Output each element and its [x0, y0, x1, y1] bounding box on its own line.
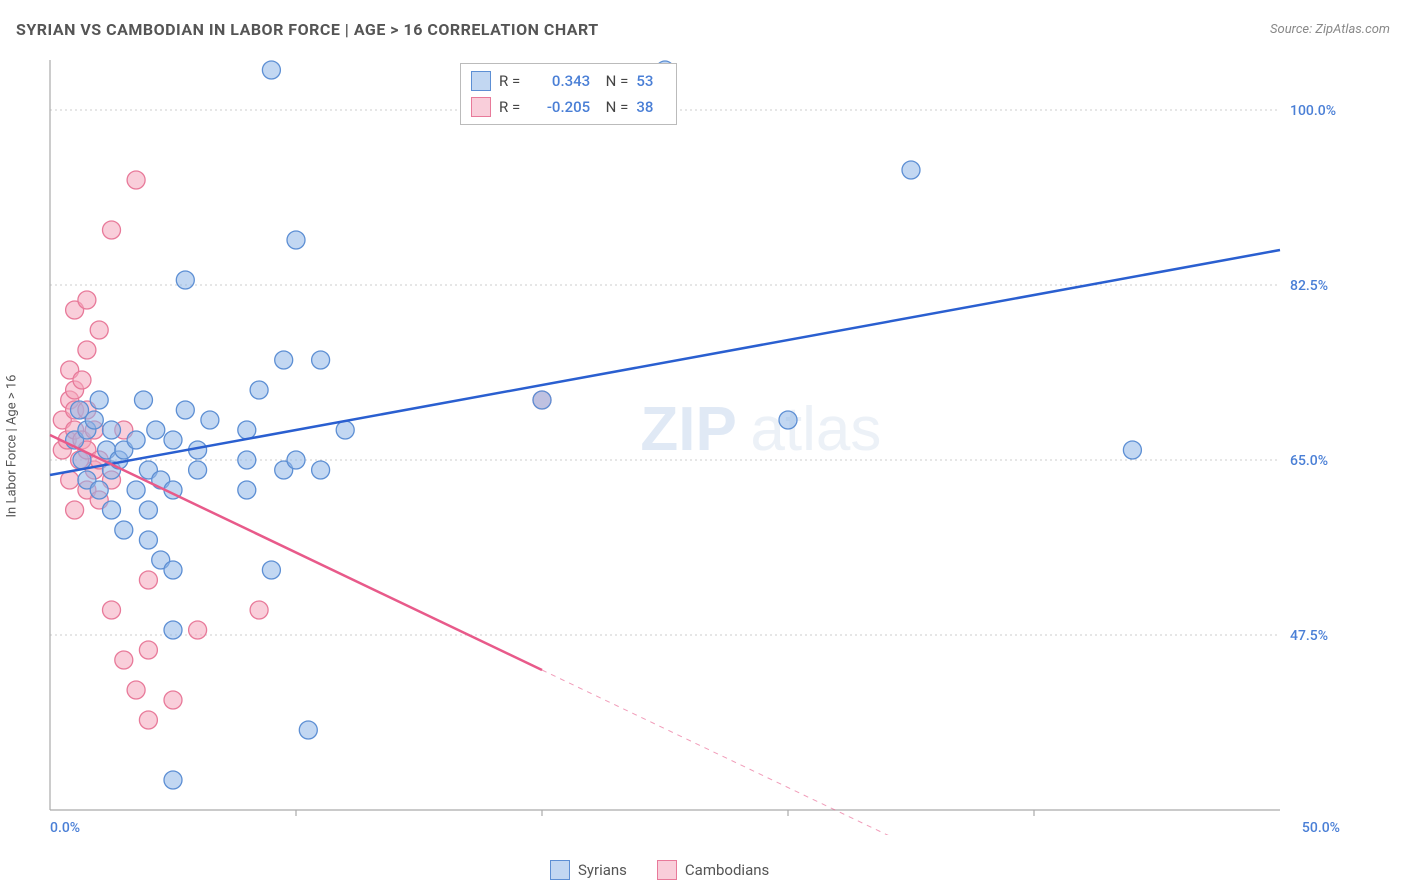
- data-point: [147, 421, 165, 439]
- data-point: [103, 601, 121, 619]
- data-point: [139, 711, 157, 729]
- data-point: [299, 721, 317, 739]
- r-label: R =: [499, 72, 520, 90]
- data-point: [902, 161, 920, 179]
- data-point: [275, 351, 293, 369]
- legend-row-syrians: R = 0.343 N = 53: [471, 68, 666, 94]
- watermark-light: atlas: [750, 395, 881, 464]
- y-tick-label: 65.0%: [1290, 453, 1328, 469]
- data-point: [90, 481, 108, 499]
- data-point: [90, 321, 108, 339]
- data-point: [139, 531, 157, 549]
- chart-title: SYRIAN VS CAMBODIAN IN LABOR FORCE | AGE…: [16, 20, 599, 39]
- data-point: [164, 621, 182, 639]
- data-point: [66, 501, 84, 519]
- n-label: N =: [598, 98, 628, 116]
- data-point: [164, 561, 182, 579]
- data-point: [287, 451, 305, 469]
- data-point: [139, 641, 157, 659]
- data-point: [238, 451, 256, 469]
- data-point: [201, 411, 219, 429]
- data-point: [127, 431, 145, 449]
- data-point: [189, 461, 207, 479]
- data-point: [103, 501, 121, 519]
- n-value-syrians: 53: [636, 72, 666, 90]
- legend-row-cambodians: R = -0.205 N = 38: [471, 94, 666, 120]
- swatch-pink-icon: [657, 860, 677, 880]
- data-point: [312, 351, 330, 369]
- data-point: [262, 561, 280, 579]
- y-axis-label: In Labor Force | Age > 16: [5, 375, 20, 518]
- data-point: [127, 171, 145, 189]
- data-point: [250, 601, 268, 619]
- data-point: [103, 421, 121, 439]
- source-attribution: Source: ZipAtlas.com: [1270, 22, 1390, 37]
- data-point: [287, 231, 305, 249]
- data-point: [90, 391, 108, 409]
- data-point: [238, 481, 256, 499]
- swatch-blue-icon: [471, 71, 491, 91]
- x-tick-label: 50.0%: [1302, 820, 1340, 835]
- r-label: R =: [499, 98, 520, 116]
- data-point: [779, 411, 797, 429]
- data-point: [73, 371, 91, 389]
- data-point: [164, 431, 182, 449]
- legend-label-cambodians: Cambodians: [685, 861, 769, 879]
- data-point: [312, 461, 330, 479]
- n-label: N =: [598, 72, 628, 90]
- data-point: [176, 271, 194, 289]
- y-tick-label: 47.5%: [1290, 628, 1328, 644]
- legend-label-syrians: Syrians: [578, 861, 627, 879]
- legend-item-cambodians: Cambodians: [657, 860, 769, 880]
- data-point: [139, 571, 157, 589]
- data-point: [127, 481, 145, 499]
- x-tick-label: 0.0%: [50, 820, 80, 835]
- scatter-chart: ZIPatlas 47.5% 65.0% 82.5% 100.0% 0.0% 50.0%: [45, 55, 1350, 835]
- legend-item-syrians: Syrians: [550, 860, 627, 880]
- data-point: [238, 421, 256, 439]
- watermark-bold: ZIP: [640, 395, 736, 464]
- r-value-syrians: 0.343: [528, 72, 590, 90]
- correlation-legend: R = 0.343 N = 53 R = -0.205 N = 38: [460, 63, 677, 125]
- y-tick-label: 82.5%: [1290, 278, 1328, 294]
- n-value-cambodians: 38: [636, 98, 666, 116]
- data-point: [127, 681, 145, 699]
- data-point: [134, 391, 152, 409]
- data-point: [139, 501, 157, 519]
- data-point: [85, 411, 103, 429]
- data-point: [262, 61, 280, 79]
- data-point: [103, 221, 121, 239]
- data-point: [78, 291, 96, 309]
- data-point: [533, 391, 551, 409]
- r-value-cambodians: -0.205: [528, 98, 590, 116]
- swatch-blue-icon: [550, 860, 570, 880]
- data-point: [78, 341, 96, 359]
- data-point: [176, 401, 194, 419]
- data-point: [115, 521, 133, 539]
- data-point: [336, 421, 354, 439]
- data-point: [164, 691, 182, 709]
- data-point: [115, 651, 133, 669]
- y-tick-label: 100.0%: [1290, 103, 1336, 119]
- chart-area: ZIPatlas 47.5% 65.0% 82.5% 100.0% 0.0% 50.0% R…: [45, 55, 1380, 857]
- series-legend: Syrians Cambodians: [550, 860, 769, 880]
- swatch-pink-icon: [471, 97, 491, 117]
- data-point: [1123, 441, 1141, 459]
- data-point: [250, 381, 268, 399]
- data-point: [164, 771, 182, 789]
- data-point: [189, 621, 207, 639]
